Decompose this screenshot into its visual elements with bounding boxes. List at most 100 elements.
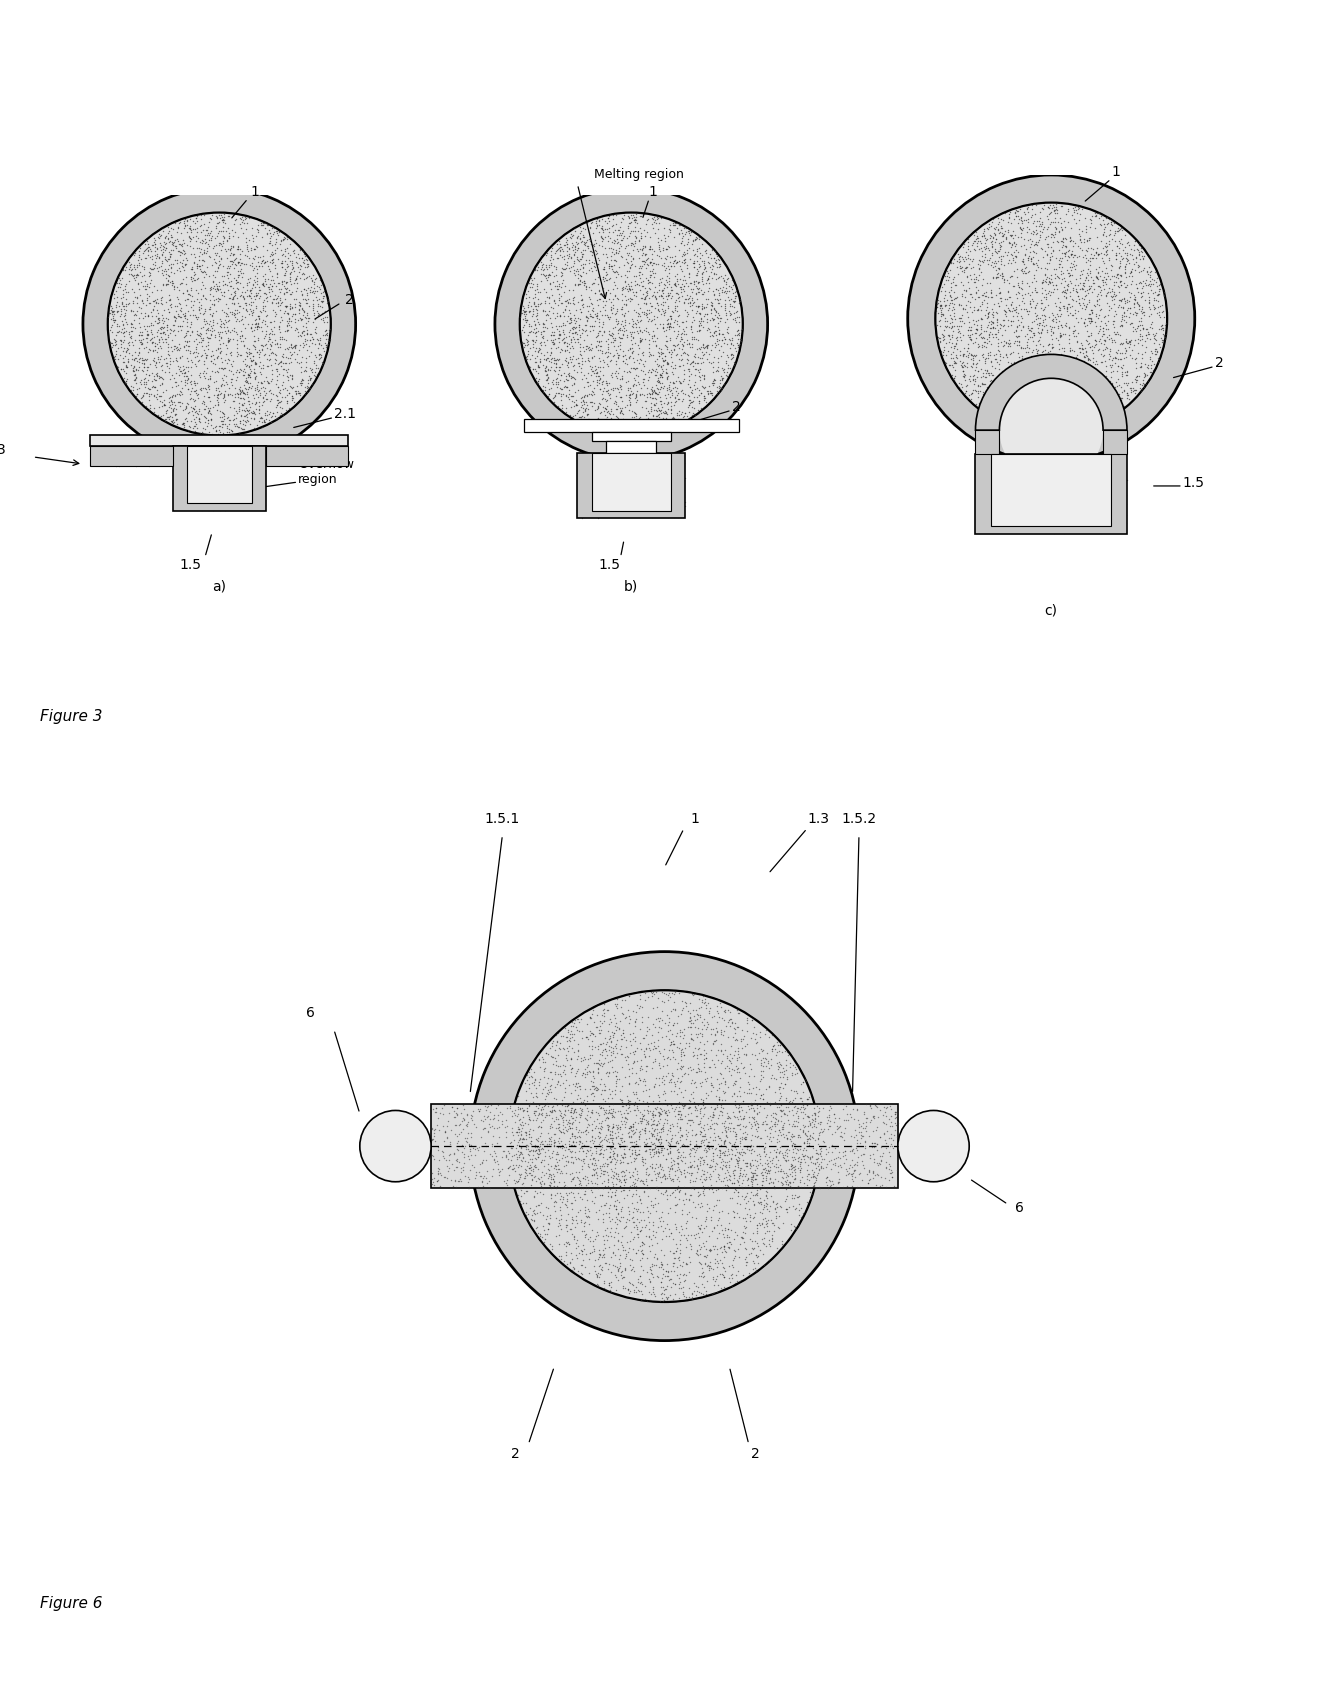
Point (615, 370, 637, 397)
Point (667, 498, 688, 525)
Point (1018, 459, 1039, 486)
Point (264, 230, 286, 257)
Point (728, 322, 750, 350)
Point (1037, 332, 1058, 360)
Point (235, 489, 256, 517)
Point (720, 302, 742, 329)
Point (964, 343, 985, 370)
Point (162, 389, 183, 416)
Point (556, 293, 577, 321)
Point (844, 1117, 865, 1144)
Point (601, 1134, 622, 1161)
Point (634, 326, 655, 353)
Point (125, 256, 146, 283)
Point (522, 1084, 544, 1112)
Point (625, 382, 646, 409)
Point (518, 285, 540, 312)
Point (623, 1159, 645, 1187)
Point (598, 1117, 619, 1144)
Point (605, 1146, 626, 1173)
Point (605, 471, 626, 498)
Point (661, 1219, 682, 1246)
Point (237, 273, 258, 300)
Point (560, 1055, 581, 1083)
Point (229, 462, 250, 489)
Point (178, 486, 199, 513)
Point (264, 215, 286, 242)
Point (769, 1059, 791, 1086)
Point (666, 1238, 687, 1265)
Point (676, 1132, 698, 1159)
Point (598, 1272, 619, 1299)
Point (601, 322, 622, 350)
Point (650, 1137, 671, 1165)
Point (185, 228, 206, 256)
Point (627, 465, 649, 493)
Point (610, 385, 631, 413)
Point (96, 442, 117, 469)
Point (239, 465, 260, 493)
Point (1087, 266, 1108, 293)
Point (1134, 327, 1155, 355)
Point (586, 370, 607, 397)
Point (238, 375, 259, 402)
Point (322, 433, 343, 460)
Point (707, 1142, 728, 1170)
Point (198, 329, 219, 356)
Point (775, 1047, 796, 1074)
Point (587, 319, 609, 346)
Point (205, 360, 226, 387)
Point (110, 331, 132, 358)
Point (703, 370, 724, 397)
Point (610, 494, 631, 522)
Point (990, 452, 1011, 479)
Point (152, 302, 173, 329)
Point (682, 394, 703, 421)
Point (1001, 355, 1022, 382)
Point (540, 1182, 561, 1209)
Point (803, 1151, 824, 1178)
Point (974, 302, 995, 329)
Point (994, 286, 1015, 314)
Point (655, 471, 676, 498)
Point (1050, 402, 1071, 430)
Point (1018, 317, 1039, 344)
Point (574, 1045, 595, 1072)
Point (229, 496, 250, 523)
Point (1128, 269, 1150, 297)
Point (719, 1117, 740, 1144)
Point (195, 459, 217, 486)
Point (1005, 319, 1026, 346)
Point (237, 489, 258, 517)
Point (1094, 303, 1115, 331)
Point (711, 1101, 732, 1129)
Point (181, 266, 202, 293)
Point (282, 293, 303, 321)
Point (217, 462, 238, 489)
Point (163, 230, 185, 257)
Point (631, 493, 653, 520)
Point (308, 341, 330, 368)
Point (670, 1016, 691, 1043)
Point (512, 1144, 533, 1171)
Point (266, 392, 287, 419)
Point (280, 350, 302, 377)
Point (1094, 327, 1115, 355)
Point (1003, 464, 1025, 491)
Point (1090, 484, 1111, 512)
Point (605, 1151, 626, 1178)
Point (571, 1095, 593, 1122)
Point (609, 1014, 630, 1042)
Point (214, 457, 235, 484)
Point (550, 1127, 571, 1154)
Point (1066, 358, 1087, 385)
Point (571, 407, 593, 435)
Point (1030, 235, 1051, 263)
Point (550, 1023, 571, 1050)
Point (617, 462, 638, 489)
Point (783, 1153, 804, 1180)
Point (647, 380, 668, 407)
Point (611, 1233, 633, 1260)
Point (105, 307, 126, 334)
Point (957, 372, 978, 399)
